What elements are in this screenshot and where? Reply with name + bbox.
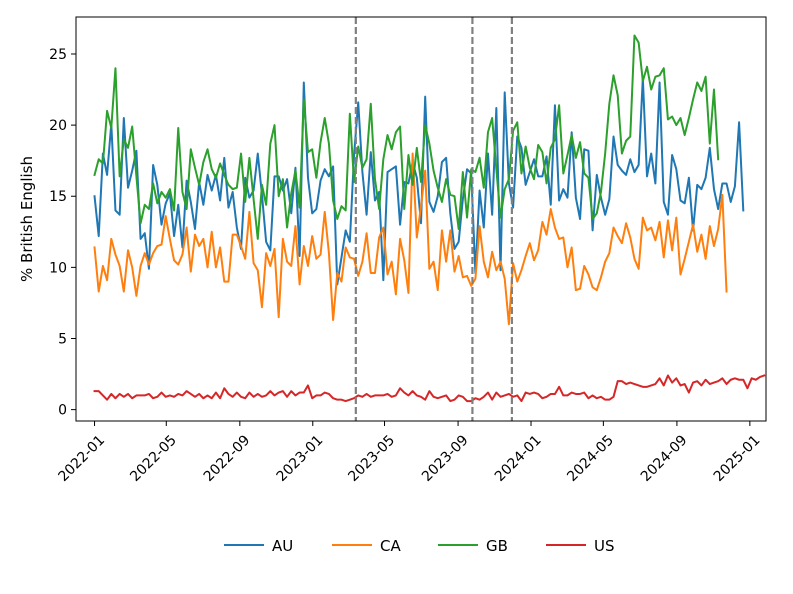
legend-label-us: US [594, 537, 615, 555]
y-axis-label: % British English [18, 156, 36, 282]
series-line-gb [93, 34, 720, 240]
legend-label-ca: CA [380, 537, 401, 555]
y-axis: 0 5 10 15 20 25 [49, 47, 76, 419]
axes-frame [75, 16, 767, 422]
series-line-ca [93, 152, 728, 326]
series-line-us [93, 374, 766, 403]
legend-label-gb: GB [486, 537, 508, 555]
vline-layer [354, 17, 513, 421]
legend-label-au: AU [272, 537, 293, 555]
y-tick-label: 5 [58, 331, 67, 347]
y-tick-label: 0 [58, 403, 67, 419]
series-layer [93, 34, 766, 403]
y-tick-label: 25 [49, 47, 67, 63]
y-tick-label: 15 [49, 189, 67, 205]
legend: AU CA GB US [224, 537, 615, 555]
series-line-au [93, 77, 745, 286]
y-tick-label: 10 [49, 260, 67, 276]
y-tick-label: 20 [49, 118, 67, 134]
